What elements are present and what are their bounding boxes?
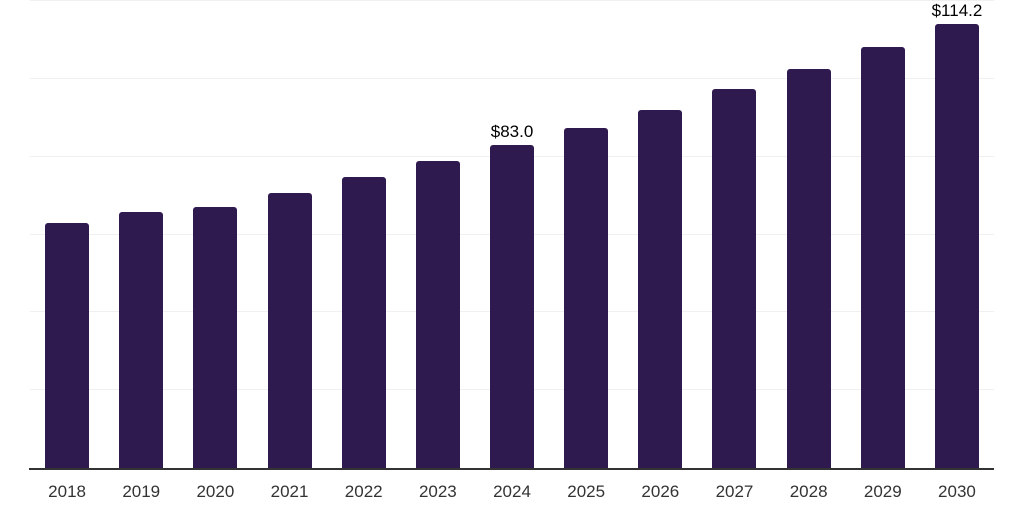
bars-row: $83.0 $114.2 xyxy=(30,1,994,468)
bar-2028 xyxy=(786,69,831,468)
x-tick-label: 2020 xyxy=(196,482,235,501)
x-tick-label: 2024 xyxy=(493,482,531,501)
x-tick-label: 2027 xyxy=(715,482,754,501)
x-axis-line xyxy=(29,468,994,470)
bar-slot xyxy=(401,1,475,468)
bar-slot xyxy=(178,1,252,468)
gridline xyxy=(30,0,994,1)
x-tick-label: 2025 xyxy=(567,482,606,501)
bar-value-label: $114.2 xyxy=(931,0,983,20)
bar-slot xyxy=(327,1,401,468)
x-tick-label: 2023 xyxy=(418,482,457,501)
bar-slot xyxy=(697,1,771,468)
bar-2025 xyxy=(564,128,609,468)
bar-slot xyxy=(623,1,697,468)
x-tick-label: 2030 xyxy=(938,482,976,501)
bar-slot xyxy=(549,1,623,468)
bar-slot: $83.0 xyxy=(475,1,549,468)
x-tick-label: 2019 xyxy=(122,482,161,501)
bar-2030: $114.2 xyxy=(932,2,982,468)
bar-slot xyxy=(30,1,104,468)
bar-2027 xyxy=(712,89,757,468)
bar-slot xyxy=(104,1,178,468)
bar-2029 xyxy=(860,46,905,468)
bar-2018 xyxy=(45,222,90,468)
bar-slot xyxy=(772,1,846,468)
bar-2020 xyxy=(193,206,238,468)
gridline xyxy=(30,77,994,79)
bar-2019 xyxy=(119,211,164,468)
x-tick-label: 2026 xyxy=(641,482,680,501)
x-tick-label: 2028 xyxy=(789,482,828,501)
x-axis-labels: 2018 2019 2020 2021 2022 2023 2024 2025 2026 2027… xyxy=(30,483,994,500)
bar-value-label: $83.0 xyxy=(490,122,534,141)
bar-2026 xyxy=(638,109,683,468)
bar-2022 xyxy=(341,176,386,468)
bar-2024: $83.0 xyxy=(490,123,535,468)
bar-slot xyxy=(252,1,326,468)
x-tick-label: 2029 xyxy=(863,482,902,501)
x-tick-label: 2018 xyxy=(48,482,86,501)
x-tick-label: 2022 xyxy=(344,482,383,501)
x-tick-label: 2021 xyxy=(270,482,309,501)
bar-2021 xyxy=(267,192,312,468)
bar-slot xyxy=(846,1,920,468)
plot-area: $83.0 $114.2 xyxy=(30,0,994,468)
bar-2023 xyxy=(415,161,460,468)
bar-slot: $114.2 xyxy=(920,1,994,468)
